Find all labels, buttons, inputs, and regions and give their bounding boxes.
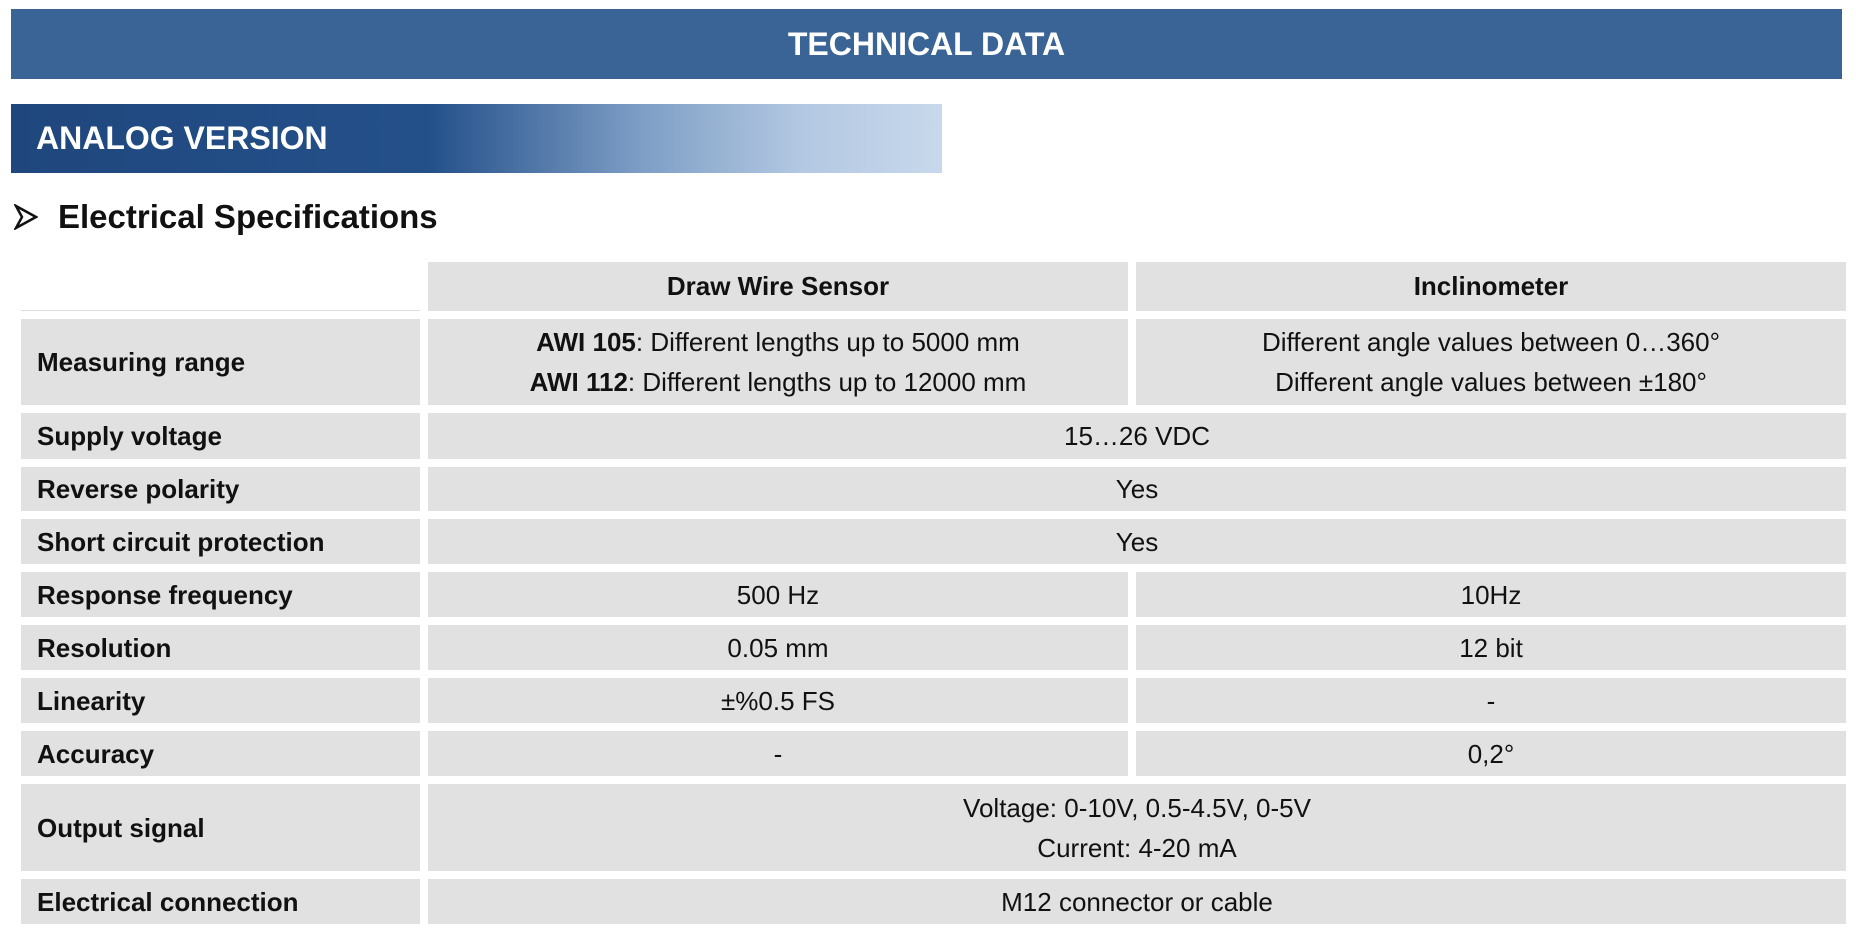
row-label: Linearity [21,678,420,723]
row-label: Measuring range [21,319,420,405]
table-row: Linearity ±%0.5 FS - [21,678,1846,723]
cell-line: - [773,738,783,769]
value-cell: 10Hz [1136,572,1846,617]
table-row: Output signal Voltage: 0-10V, 0.5-4.5V, 0… [21,784,1846,871]
cell-line: Current: 4-20 mA [1037,832,1237,863]
table-row: Short circuit protection Yes [21,519,1846,564]
model-name: AWI 105 [536,327,636,357]
cell-line: - [1486,685,1496,716]
row-label: Electrical connection [21,879,420,924]
value-cell: AWI 105: Different lengths up to 5000 mm… [428,319,1128,405]
table-row: Response frequency 500 Hz 10Hz [21,572,1846,617]
arrow-bullet [14,204,38,230]
cell-line: 15…26 VDC [1064,421,1210,451]
cell-line: Voltage: 0-10V, 0.5-4.5V, 0-5V [963,792,1311,823]
section-header: ANALOG VERSION [11,104,942,173]
spec-table: Draw Wire Sensor Inclinometer Measuring … [13,254,1854,932]
cell-line: 500 Hz [736,579,820,610]
table-row: Measuring range AWI 105: Different length… [21,319,1846,405]
page-header: TECHNICAL DATA [11,9,1842,79]
value-cell: Different angle values between 0…360° Dif… [1136,319,1846,405]
value-cell: - [1136,678,1846,723]
value-cell: ±%0.5 FS [428,678,1128,723]
cell-line: Yes [1115,526,1159,557]
cell-line: 0.05 mm [727,632,829,663]
table-row: Resolution 0.05 mm 12 bit [21,625,1846,670]
value-cell: 500 Hz [428,572,1128,617]
row-label: Supply voltage [21,413,420,459]
subsection-title: Electrical Specifications [58,198,438,235]
cell-line: 10Hz [1460,579,1522,610]
cell-line: ±%0.5 FS [721,685,835,716]
cell-line: 12 bit [1459,632,1523,663]
row-label: Response frequency [21,572,420,617]
cell-line: AWI 105: Different lengths up to 5000 mm [436,322,1120,362]
line-text: : Different lengths up to 5000 mm [635,327,1020,357]
value-cell: 0,2° [1136,731,1846,776]
line-text: : Different lengths up to 12000 mm [627,367,1027,397]
value-cell: 12 bit [1136,625,1846,670]
value-cell: Yes [428,467,1846,511]
value-cell: Voltage: 0-10V, 0.5-4.5V, 0-5V Current: 4… [428,784,1846,871]
table-row: Accuracy - 0,2° [21,731,1846,776]
header-row: Draw Wire Sensor Inclinometer [21,262,1846,311]
row-label: Short circuit protection [21,519,420,564]
model-name: AWI 112 [529,367,628,397]
empty-cell [21,262,420,311]
column-header: Draw Wire Sensor [428,262,1128,311]
value-cell: - [428,731,1128,776]
row-label: Accuracy [21,731,420,776]
row-label: Output signal [21,784,420,871]
column-header: Inclinometer [1136,262,1846,311]
cell-line: Different angle values between ±180° [1275,367,1707,397]
cell-line: 0,2° [1467,738,1515,769]
value-cell: 0.05 mm [428,625,1128,670]
value-cell: Yes [428,519,1846,564]
subsection: Electrical Specifications [14,196,438,238]
table-row: Electrical connection M12 connector or ca… [21,879,1846,924]
cell-line: Different angle values between 0…360° [1262,327,1720,357]
value-cell: 15…26 VDC [428,413,1846,459]
table-row: Reverse polarity Yes [21,467,1846,511]
cell-line: Yes [1115,474,1159,504]
value-cell: M12 connector or cable [428,879,1846,924]
row-label: Reverse polarity [21,467,420,511]
cell-line: M12 connector or cable [1001,886,1273,917]
cell-line: AWI 112: Different lengths up to 12000 m… [436,362,1120,402]
row-label: Resolution [21,625,420,670]
table-row: Supply voltage 15…26 VDC [21,413,1846,459]
